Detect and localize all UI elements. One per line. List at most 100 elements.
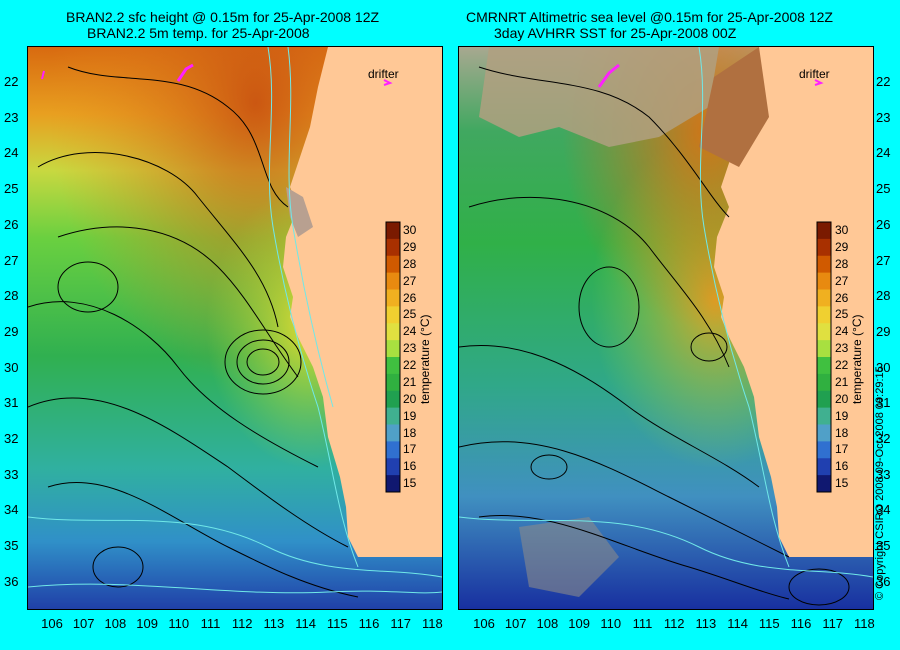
left-title-line1: BRAN2.2 sfc height @ 0.15m for 25-Apr-20… xyxy=(66,9,380,25)
longitude-label: 115 xyxy=(326,616,348,631)
longitude-label: 117 xyxy=(822,616,844,631)
longitude-label: 118 xyxy=(854,616,875,631)
latitude-label: 35 xyxy=(4,538,19,554)
latitude-label: 32 xyxy=(876,431,891,446)
longitude-label: 111 xyxy=(200,616,221,631)
colorbar-tick-label: 16 xyxy=(835,459,849,474)
left-drifter-legend: drifter xyxy=(368,67,399,81)
latitude-label: 24 xyxy=(876,145,891,161)
right-title-line2: 3day AVHRR SST for 25-Apr-2008 00Z xyxy=(494,25,737,41)
colorbar-tick-label: 24 xyxy=(403,324,417,339)
colorbar-swatch xyxy=(386,306,400,324)
colorbar-swatch xyxy=(386,272,400,290)
colorbar-tick-label: 27 xyxy=(835,273,849,288)
colorbar-tick-label: 26 xyxy=(403,290,417,305)
latitude-label: 23 xyxy=(4,109,19,125)
colorbar-swatch xyxy=(386,475,400,493)
colorbar-tick-label: 30 xyxy=(403,223,417,237)
longitude-label: 108 xyxy=(536,616,559,631)
longitude-label: 113 xyxy=(695,616,717,631)
colorbar-swatch xyxy=(386,458,400,476)
colorbar-swatch xyxy=(817,441,831,459)
colorbar-tick-label: 17 xyxy=(403,442,417,457)
colorbar-tick-label: 28 xyxy=(835,256,849,271)
right-map-panel: drifter xyxy=(458,46,874,610)
colorbar-tick-label: 21 xyxy=(835,374,849,389)
longitude-label: 113 xyxy=(263,616,285,631)
latitude-label: 36 xyxy=(4,573,19,589)
colorbar-swatch xyxy=(817,222,831,240)
right-title-line1: CMRNRT Altimetric sea level @0.15m for 2… xyxy=(466,9,833,25)
latitude-label: 25 xyxy=(4,181,19,197)
colorbar-swatch xyxy=(817,357,831,375)
latitude-label: 29 xyxy=(4,323,19,339)
longitude-label: 114 xyxy=(727,616,748,631)
colorbar-swatch xyxy=(386,441,400,459)
latitude-label: 31 xyxy=(876,395,891,411)
colorbar-swatch xyxy=(386,407,400,425)
longitude-label: 109 xyxy=(136,616,158,631)
colorbar-tick-label: 25 xyxy=(403,307,417,322)
longitude-label: 110 xyxy=(600,616,622,631)
longitude-label: 115 xyxy=(758,616,780,631)
colorbar-swatch xyxy=(817,272,831,290)
left-colorbar-title: temperature (°C) xyxy=(418,314,432,405)
longitude-label: 108 xyxy=(104,616,127,631)
longitude-label: 107 xyxy=(72,616,95,631)
longitude-label: 116 xyxy=(790,616,812,631)
longitude-label: 112 xyxy=(231,616,253,631)
colorbar-tick-label: 25 xyxy=(835,307,849,322)
colorbar-tick-label: 18 xyxy=(835,425,849,440)
latitude-label: 36 xyxy=(876,573,891,589)
colorbar-tick-label: 30 xyxy=(835,223,849,237)
latitude-label: 34 xyxy=(4,502,19,518)
latitude-label: 30 xyxy=(876,359,891,375)
colorbar-swatch xyxy=(817,289,831,307)
left-colorbar xyxy=(385,221,401,493)
colorbar-tick-label: 19 xyxy=(835,408,849,423)
left-map-svg xyxy=(28,47,442,609)
colorbar-tick-label: 22 xyxy=(403,358,417,372)
colorbar-swatch xyxy=(386,238,400,257)
colorbar-tick-label: 20 xyxy=(835,391,849,406)
colorbar-swatch xyxy=(817,255,831,274)
right-colorbar-title: temperature (°C) xyxy=(850,314,864,405)
colorbar-tick-label: 28 xyxy=(403,256,417,271)
right-map-svg xyxy=(459,47,873,609)
latitude-label: 31 xyxy=(4,395,19,411)
colorbar-tick-label: 20 xyxy=(403,391,417,406)
longitude-label: 109 xyxy=(568,616,590,631)
latitude-label: 35 xyxy=(876,538,891,554)
latitude-label: 24 xyxy=(4,145,19,161)
colorbar-tick-label: 19 xyxy=(403,408,417,423)
colorbar-tick-label: 15 xyxy=(403,476,417,491)
latitude-label: 33 xyxy=(4,466,19,482)
colorbar-tick-label: 24 xyxy=(835,324,849,339)
colorbar-swatch xyxy=(386,222,400,240)
latitude-label: 26 xyxy=(876,216,891,232)
latitude-label: 25 xyxy=(876,181,891,197)
colorbar-swatch xyxy=(817,323,831,341)
latitude-label: 26 xyxy=(4,216,19,232)
latitude-label: 33 xyxy=(876,466,891,482)
colorbar-tick-label: 29 xyxy=(835,239,849,254)
colorbar-swatch xyxy=(817,238,831,257)
latitude-label: 28 xyxy=(876,288,891,304)
colorbar-tick-label: 22 xyxy=(835,358,849,372)
colorbar-swatch xyxy=(386,323,400,341)
latitude-label: 28 xyxy=(4,288,19,304)
latitude-label: 23 xyxy=(876,109,891,125)
colorbar-swatch xyxy=(817,340,831,358)
longitude-label: 114 xyxy=(295,616,316,631)
colorbar-swatch xyxy=(817,424,831,442)
colorbar-swatch xyxy=(817,475,831,493)
colorbar-swatch xyxy=(817,458,831,476)
colorbar-swatch xyxy=(386,340,400,358)
colorbar-tick-label: 26 xyxy=(835,290,849,305)
latitude-label: 27 xyxy=(876,252,891,268)
latitude-label: 27 xyxy=(4,252,19,268)
longitude-label: 110 xyxy=(168,616,190,631)
right-drifter-legend: drifter xyxy=(799,67,830,81)
copyright-text: © Copyright CSIRO 2008 09-Oct-2008 09:29… xyxy=(874,366,886,600)
latitude-label: 29 xyxy=(876,323,891,339)
